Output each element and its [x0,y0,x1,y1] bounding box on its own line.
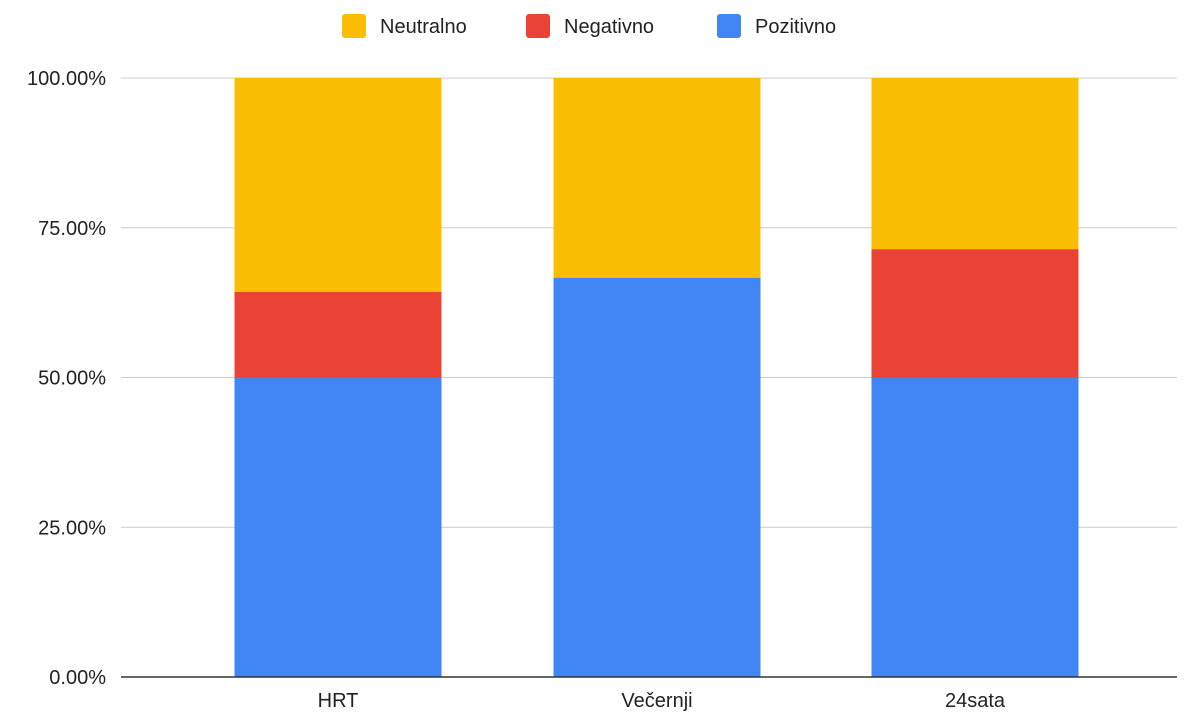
y-tick-label: 75.00% [38,218,106,240]
legend-label: Negativno [564,16,654,38]
bar-segment-pozitivno [234,377,442,677]
x-tick-label: HRT [318,690,359,712]
x-tick-label: 24sata [945,690,1006,712]
bar-segment-pozitivno [871,377,1079,677]
legend-item-neutralno: Neutralno [342,14,467,38]
legend-label: Pozitivno [755,16,836,38]
x-tick-label: Večernji [621,690,692,712]
legend-item-negativno: Negativno [526,14,654,38]
legend-swatch [526,14,550,38]
y-tick-label: 50.00% [38,368,106,390]
bar-segment-neutralno [871,78,1079,250]
bars [234,78,1079,677]
bar-segment-neutralno [553,78,761,278]
x-axis-ticks: HRT Večernji 24sata [318,690,1006,712]
bar-segment-neutralno [234,78,442,292]
legend-swatch [342,14,366,38]
legend-swatch [717,14,741,38]
y-tick-label: 100.00% [27,68,106,90]
y-axis-ticks: 0.00% 25.00% 50.00% 75.00% 100.00% [27,68,106,689]
bar-segment-pozitivno [553,277,761,677]
y-tick-label: 25.00% [38,517,106,539]
legend: Neutralno Negativno Pozitivno [342,14,836,38]
bar-segment-negativno [234,291,442,378]
bar-segment-negativno [871,249,1079,378]
legend-label: Neutralno [380,16,467,38]
legend-item-pozitivno: Pozitivno [717,14,836,38]
y-tick-label: 0.00% [49,667,106,689]
